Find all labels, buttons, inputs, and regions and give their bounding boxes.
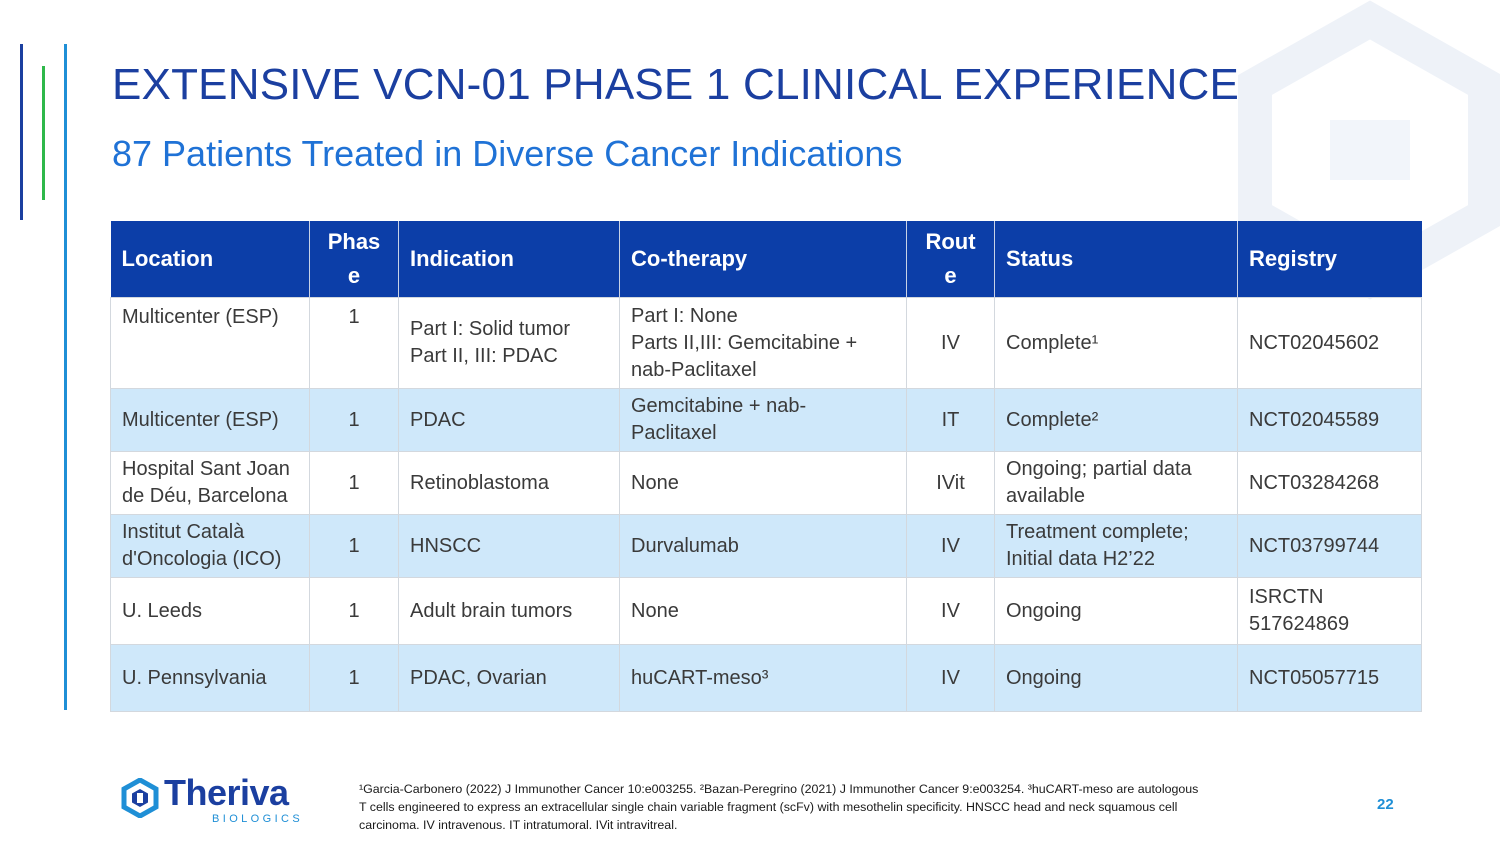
cell-phase: 1 [309, 451, 399, 515]
cell-status: Complete² [994, 388, 1238, 452]
cell-location: Institut Català d'Oncologia (ICO) [110, 514, 310, 578]
footnote-line: carcinoma. IV intravenous. IT intratumor… [359, 818, 678, 832]
cell-indication: HNSCC [398, 514, 620, 578]
cell-cotherapy: None [619, 451, 907, 515]
cell-indication: PDAC, Ovarian [398, 644, 620, 712]
table-row: U. Leeds 1 Adult brain tumors None IV On… [110, 577, 1422, 645]
cell-location: U. Pennsylvania [110, 644, 310, 712]
cell-phase: 1 [309, 514, 399, 578]
cell-indication: PDAC [398, 388, 620, 452]
cell-route: IV [906, 577, 995, 645]
cell-registry: NCT03284268 [1237, 451, 1422, 515]
cell-registry: ISRCTN 517624869 [1237, 577, 1422, 645]
cell-indication: Adult brain tumors [398, 577, 620, 645]
accent-line-light-blue [64, 44, 67, 710]
cell-location: Multicenter (ESP) [110, 297, 310, 389]
cell-location: Multicenter (ESP) [110, 388, 310, 452]
cell-phase: 1 [309, 577, 399, 645]
clinical-trials-table: Location Phas e Indication Co-therapy Rou… [110, 221, 1422, 712]
header-phase: Phas e [309, 221, 399, 298]
header-registry: Registry [1237, 221, 1422, 298]
page-subtitle: 87 Patients Treated in Diverse Cancer In… [112, 133, 903, 174]
cell-status: Complete¹ [994, 297, 1238, 389]
page-number: 22 [1377, 796, 1394, 813]
accent-line-green [42, 66, 45, 200]
cell-cotherapy: Gemcitabine + nab- Paclitaxel [619, 388, 907, 452]
cell-indication: Retinoblastoma [398, 451, 620, 515]
footnote-line: T cells engineered to express an extrace… [359, 800, 1178, 814]
cell-cotherapy: Durvalumab [619, 514, 907, 578]
cell-status: Treatment complete; Initial data H2’22 [994, 514, 1238, 578]
table-row: Multicenter (ESP) 1 PDAC Gemcitabine + n… [110, 388, 1422, 452]
logo-tagline: BIOLOGICS [212, 813, 304, 825]
cell-status: Ongoing [994, 644, 1238, 712]
cell-route: IV [906, 514, 995, 578]
cell-cotherapy: Part I: None Parts II,III: Gemcitabine + n… [619, 297, 907, 389]
footnote: ¹Garcia-Carbonero (2022) J Immunother Ca… [359, 780, 1319, 834]
cell-route: IVit [906, 451, 995, 515]
accent-line-dark-blue [20, 44, 23, 220]
logo-wordmark: Theriva [164, 772, 289, 813]
company-logo: Theriva BIOLOGICS [120, 772, 310, 828]
header-cotherapy: Co-therapy [619, 221, 907, 298]
theriva-hexagon-logo-icon [121, 778, 159, 818]
cell-route: IV [906, 297, 995, 389]
cell-status: Ongoing [994, 577, 1238, 645]
cell-indication: Part I: Solid tumor Part II, III: PDAC [398, 297, 620, 389]
cell-phase: 1 [309, 388, 399, 452]
table-row: Multicenter (ESP) 1 Part I: Solid tumor P… [110, 297, 1422, 389]
cell-location: Hospital Sant Joan de Déu, Barcelona [110, 451, 310, 515]
cell-cotherapy: huCART-meso³ [619, 644, 907, 712]
table-row: Hospital Sant Joan de Déu, Barcelona 1 Re… [110, 451, 1422, 515]
cell-route: IT [906, 388, 995, 452]
table-row: Institut Català d'Oncologia (ICO) 1 HNSCC… [110, 514, 1422, 578]
header-status: Status [994, 221, 1238, 298]
table-header-row: Location Phas e Indication Co-therapy Rou… [110, 221, 1422, 298]
header-route: Rout e [906, 221, 995, 298]
cell-route: IV [906, 644, 995, 712]
page-title: EXTENSIVE VCN-01 PHASE 1 CLINICAL EXPERI… [112, 60, 1240, 109]
cell-registry: NCT05057715 [1237, 644, 1422, 712]
cell-cotherapy: None [619, 577, 907, 645]
header-location: Location [110, 221, 310, 298]
cell-phase: 1 [309, 644, 399, 712]
cell-location: U. Leeds [110, 577, 310, 645]
cell-phase: 1 [309, 297, 399, 389]
table-row: U. Pennsylvania 1 PDAC, Ovarian huCART-m… [110, 644, 1422, 712]
cell-registry: NCT02045589 [1237, 388, 1422, 452]
footnote-line: ¹Garcia-Carbonero (2022) J Immunother Ca… [359, 782, 1199, 796]
cell-registry: NCT02045602 [1237, 297, 1422, 389]
cell-status: Ongoing; partial data available [994, 451, 1238, 515]
cell-registry: NCT03799744 [1237, 514, 1422, 578]
header-indication: Indication [398, 221, 620, 298]
